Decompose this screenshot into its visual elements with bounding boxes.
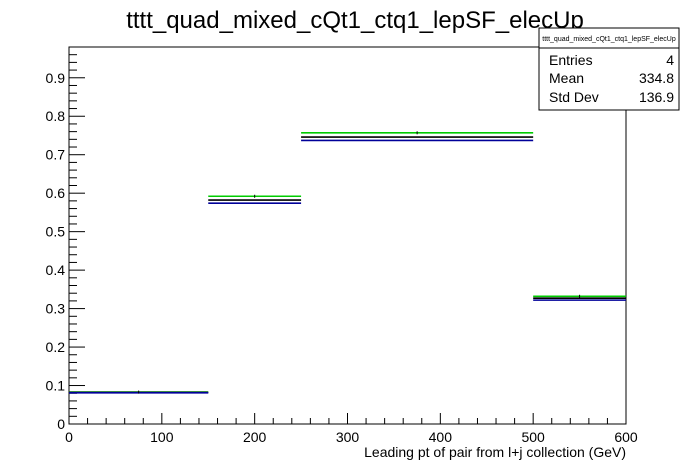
- stats-entries-value: 4: [666, 52, 674, 68]
- stats-box-frame: [538, 27, 680, 111]
- x-tick-label: 200: [243, 429, 267, 445]
- x-axis: 0 100 200 300 400 500 600: [65, 413, 638, 445]
- chart-title: tttt_quad_mixed_cQt1_ctq1_lepSF_elecUp: [126, 7, 584, 34]
- y-tick-label: 0: [57, 416, 65, 432]
- stats-stddev-value: 136.9: [639, 89, 674, 105]
- y-tick-label: 0.3: [46, 301, 66, 317]
- x-tick-label: 300: [336, 429, 360, 445]
- stats-box-title: tttt_quad_mixed_cQt1_ctq1_lepSF_elecUp: [542, 36, 676, 43]
- x-tick-label: 400: [429, 429, 453, 445]
- y-tick-label: 0.8: [46, 108, 66, 124]
- stats-stddev-label: Std Dev: [549, 89, 599, 105]
- x-tick-label: 100: [150, 429, 174, 445]
- y-tick-label: 0.1: [46, 378, 66, 394]
- histogram-series: [69, 136, 626, 394]
- x-axis-title: Leading pt of pair from l+j collection (…: [364, 444, 626, 460]
- stats-mean-label: Mean: [549, 70, 584, 86]
- y-tick-label: 0.9: [46, 70, 66, 86]
- stats-box: tttt_quad_mixed_cQt1_ctq1_lepSF_elecUp E…: [538, 27, 680, 111]
- stats-entries-label: Entries: [549, 52, 593, 68]
- y-axis: 0 0.1 0.2 0.3 0.4 0.5 0.6 0.7 0.8 0.9: [46, 46, 85, 432]
- histogram-series: [69, 139, 626, 394]
- histogram-series: [69, 131, 626, 393]
- x-tick-label: 600: [614, 429, 638, 445]
- y-tick-label: 0.7: [46, 147, 66, 163]
- x-tick-label: 500: [521, 429, 545, 445]
- y-tick-label: 0.2: [46, 339, 66, 355]
- stats-mean-value: 334.8: [639, 70, 674, 86]
- y-tick-label: 0.4: [46, 262, 66, 278]
- series-layer: [69, 131, 626, 394]
- y-tick-label: 0.6: [46, 185, 66, 201]
- y-tick-label: 0.5: [46, 224, 66, 240]
- x-tick-label: 0: [65, 429, 73, 445]
